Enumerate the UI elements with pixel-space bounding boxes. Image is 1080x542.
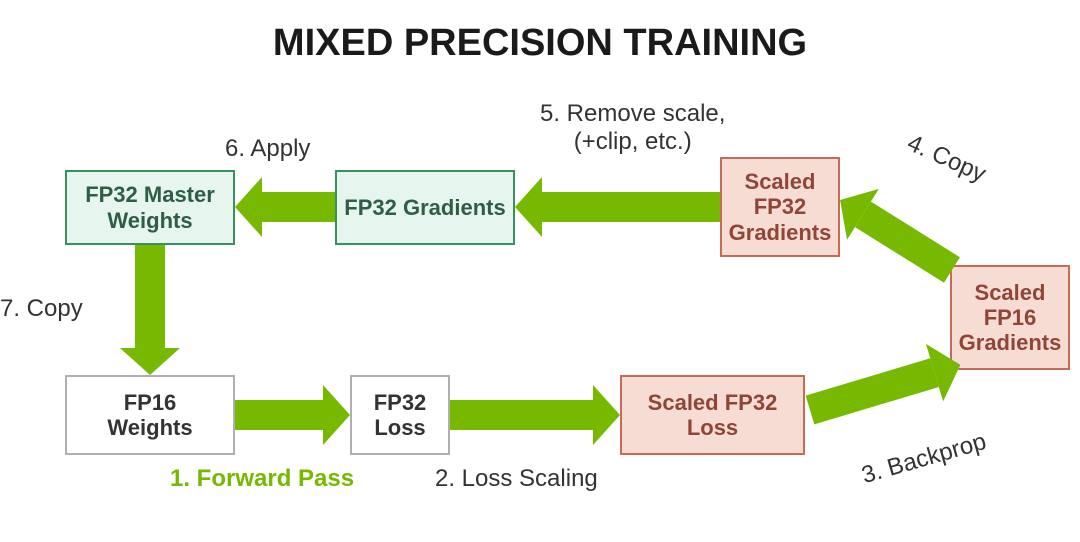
- node-fp32-loss: FP32 Loss: [350, 375, 450, 455]
- arrow-shaft: [235, 400, 323, 430]
- node-scaled-fp16-gradients: Scaled FP16 Gradients: [950, 265, 1070, 370]
- diagram-title: MIXED PRECISION TRAINING: [0, 22, 1080, 65]
- arrow-shaft: [135, 245, 165, 348]
- label-6-apply: 6. Apply: [225, 135, 310, 163]
- node-fp16-weights: FP16 Weights: [65, 375, 235, 455]
- label-7-copy: 7. Copy: [0, 295, 83, 323]
- arrow-head: [593, 385, 620, 445]
- node-scaled-fp32-loss: Scaled FP32 Loss: [620, 375, 805, 455]
- label-1-forward-pass: 1. Forward Pass: [170, 465, 354, 493]
- arrow-head: [120, 348, 180, 375]
- arrow-head: [323, 385, 350, 445]
- arrow-diag: [840, 200, 952, 270]
- arrow-diag: [810, 365, 960, 410]
- node-fp32-gradients: FP32 Gradients: [335, 170, 515, 245]
- node-fp32-master-weights: FP32 Master Weights: [65, 170, 235, 245]
- arrow-shaft: [450, 400, 593, 430]
- arrow-shaft: [542, 192, 720, 222]
- arrow-head: [515, 177, 542, 237]
- label-4-copy: 4. Copy: [903, 129, 990, 188]
- label-3-backprop: 3. Backprop: [859, 428, 990, 490]
- label-5-remove-scale: 5. Remove scale, (+clip, etc.): [540, 100, 725, 156]
- label-2-loss-scaling: 2. Loss Scaling: [435, 465, 598, 493]
- arrow-shaft: [262, 192, 335, 222]
- arrow-head: [235, 177, 262, 237]
- node-scaled-fp32-gradients: Scaled FP32 Gradients: [720, 157, 840, 257]
